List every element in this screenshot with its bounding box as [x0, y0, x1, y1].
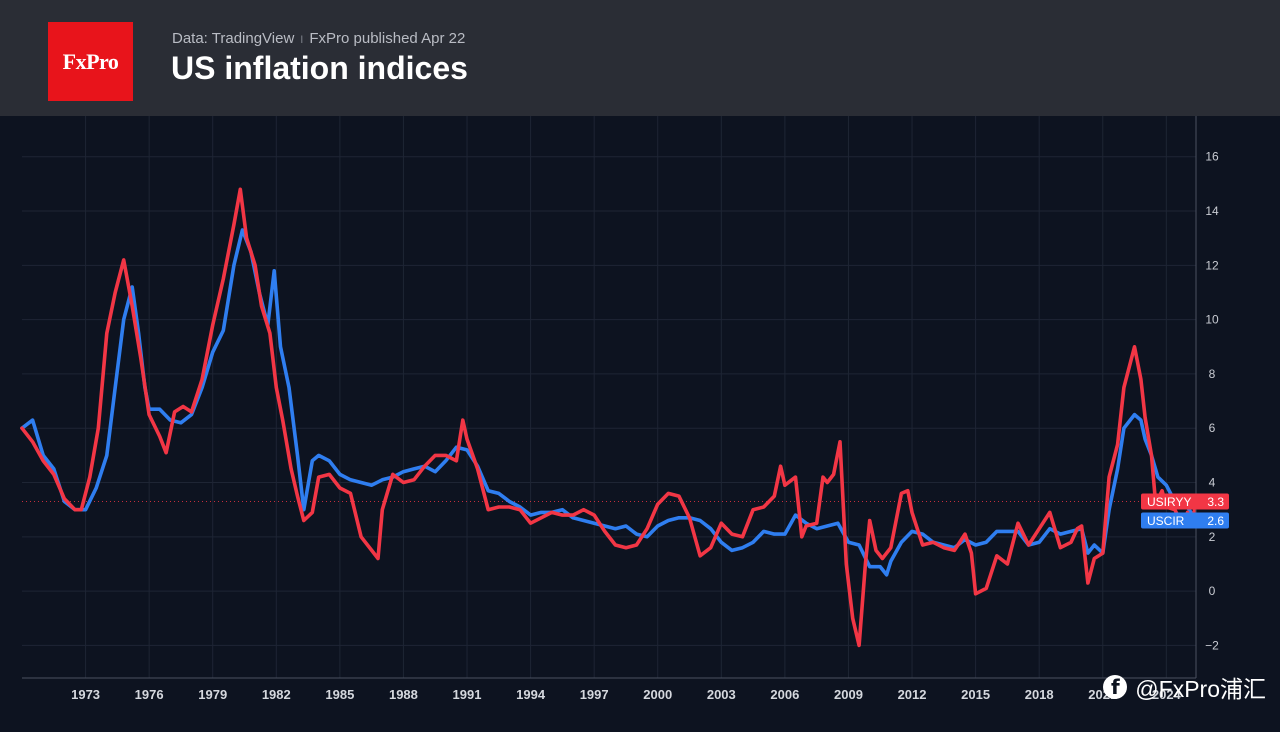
- x-tick-label: 1985: [325, 687, 354, 702]
- x-tick-label: 1997: [580, 687, 609, 702]
- badge-background: [1141, 512, 1229, 529]
- series-badge-uscir: USCIR 2.6: [1141, 512, 1229, 529]
- meta-line: Data: TradingView I FxPro published Apr 22: [172, 30, 465, 47]
- watermark-text: @FxPro浦汇: [1135, 676, 1266, 702]
- series-layer: [20, 187, 1202, 648]
- x-tick-label: 1994: [516, 687, 546, 702]
- x-tick-label: 2009: [834, 687, 863, 702]
- line-chart: 1973 1976 1979 1982 1985 1988 1991 1994 1997 2000…: [20, 116, 1229, 702]
- separator: I: [300, 34, 304, 46]
- x-tick-label: 1991: [453, 687, 482, 702]
- published-date: FxPro published Apr 22: [309, 30, 466, 47]
- header-bar: FxPro Data: TradingView I FxPro published …: [0, 0, 1280, 116]
- y-tick-label: 16: [1205, 150, 1219, 164]
- badge-last-value: 2.6: [1207, 514, 1224, 528]
- x-tick-label: 1988: [389, 687, 418, 702]
- series-badge-usiryy: USIRYY 3.3: [1141, 493, 1229, 510]
- x-tick-label: 1982: [262, 687, 291, 702]
- x-tick-label: 2024: [1152, 687, 1182, 702]
- axes: 1973 1976 1979 1982 1985 1988 1991 1994 1997 2000…: [22, 116, 1219, 702]
- y-tick-label: 14: [1205, 204, 1219, 218]
- badge-series-name: USIRYY: [1147, 495, 1191, 509]
- x-tick-label: 2012: [898, 687, 927, 702]
- badge-series-name: USCIR: [1147, 514, 1185, 528]
- x-tick-label: 2018: [1025, 687, 1054, 702]
- badge-background: [1141, 493, 1229, 510]
- facebook-icon: f: [1103, 675, 1128, 699]
- x-tick-label: 1976: [135, 687, 164, 702]
- y-tick-label: 2: [1209, 530, 1216, 544]
- logo-text: FxPro: [62, 48, 119, 74]
- y-tick-label: 8: [1209, 367, 1216, 381]
- last-value-labels: USIRYY 3.3 USCIR 2.6: [1141, 493, 1229, 529]
- y-tick-label: 12: [1205, 258, 1219, 272]
- series-line-uscir: [20, 228, 1198, 577]
- fxpro-logo: FxPro: [48, 22, 133, 101]
- x-tick-label: 2015: [961, 687, 990, 702]
- x-tick-label: 1973: [71, 687, 100, 702]
- y-tick-label: 0: [1209, 584, 1216, 598]
- grid: [22, 116, 1196, 678]
- data-source: Data: TradingView: [172, 30, 295, 47]
- y-tick-label: −2: [1205, 638, 1219, 652]
- watermark: f @FxPro浦汇: [1103, 670, 1266, 704]
- y-tick-label: 6: [1209, 421, 1216, 435]
- x-tick-label: 2000: [643, 687, 672, 702]
- y-tick-label: 10: [1205, 313, 1219, 327]
- x-tick-label: 1979: [198, 687, 227, 702]
- x-tick-label: 2003: [707, 687, 736, 702]
- x-tick-label: 2006: [770, 687, 799, 702]
- series-line-usiryy: [20, 187, 1198, 648]
- badge-last-value: 3.3: [1207, 495, 1224, 509]
- y-tick-label: 4: [1209, 476, 1216, 490]
- page-title: US inflation indices: [171, 50, 468, 86]
